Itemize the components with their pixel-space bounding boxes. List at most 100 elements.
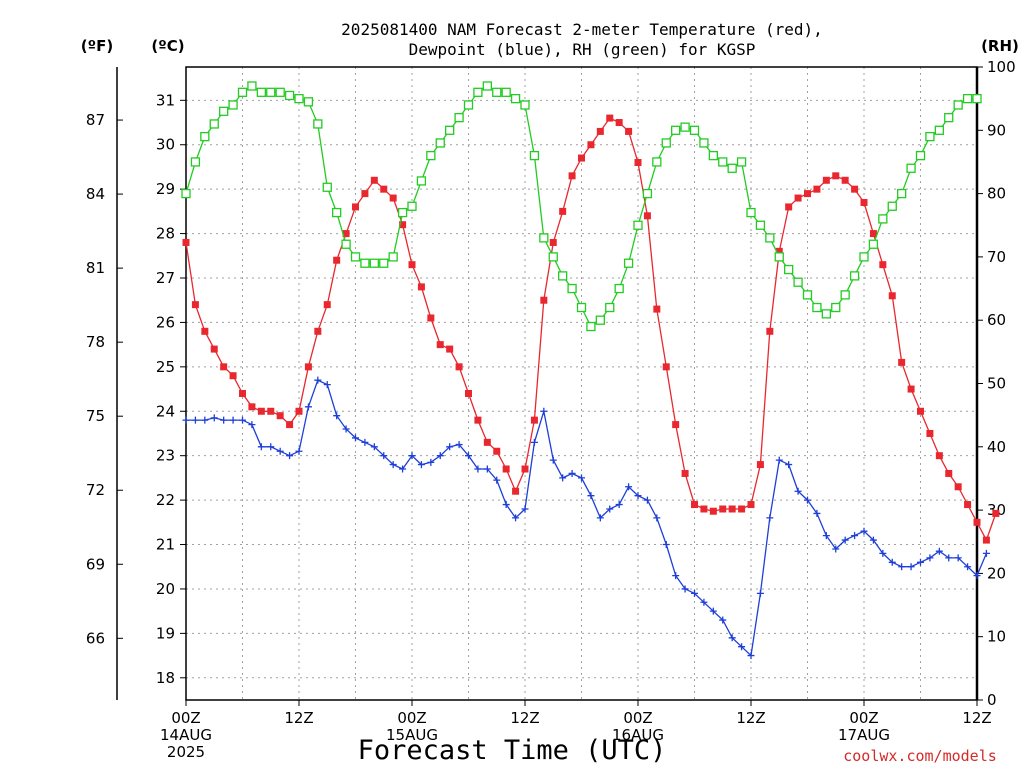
data-point: [360, 258, 370, 268]
rh-tick-label: 40: [987, 438, 1006, 456]
data-point: [756, 461, 764, 469]
data-point: [888, 292, 896, 300]
rh-tick-label: 10: [987, 628, 1006, 646]
data-point: [709, 507, 717, 515]
data-point: [643, 212, 651, 220]
rh-tick-label: 60: [987, 311, 1006, 329]
data-point: [257, 407, 265, 415]
data-point: [220, 363, 228, 371]
data-point: [436, 452, 444, 460]
fahrenheit-tick-label: 66: [86, 629, 105, 647]
series-rh: [181, 81, 982, 332]
data-point: [878, 214, 888, 224]
data-point: [389, 194, 397, 202]
data-point: [680, 122, 690, 132]
data-point: [417, 461, 425, 469]
data-point: [276, 412, 284, 420]
data-point: [756, 589, 764, 597]
celsius-unit-label: (ºC): [151, 37, 184, 55]
data-point: [416, 176, 427, 186]
data-point: [408, 452, 416, 460]
data-point: [237, 87, 248, 97]
data-point: [738, 643, 746, 651]
data-point: [964, 563, 972, 571]
data-point: [953, 100, 963, 110]
celsius-tick-label: 19: [156, 624, 175, 642]
data-point: [399, 465, 407, 473]
data-point: [201, 327, 209, 335]
celsius-tick-label: 30: [156, 136, 175, 154]
data-point: [417, 283, 425, 291]
data-point: [804, 496, 811, 504]
data-point: [520, 100, 530, 110]
data-point: [567, 283, 577, 294]
data-point: [548, 252, 558, 262]
data-point: [229, 372, 237, 380]
chart-subtitle: Dewpoint (blue), RH (green) for KGSP: [409, 40, 756, 59]
data-point: [879, 261, 887, 269]
data-point: [578, 154, 585, 162]
data-point: [728, 634, 736, 642]
data-point: [267, 407, 275, 415]
data-point: [399, 221, 407, 229]
data-point: [736, 157, 747, 167]
data-point: [333, 256, 341, 264]
time-tick-label: 12Z: [510, 709, 539, 727]
data-point: [219, 106, 229, 116]
data-point: [210, 345, 218, 353]
celsius-tick-label: 31: [156, 91, 175, 109]
data-point: [379, 258, 389, 268]
fahrenheit-tick-label: 84: [86, 185, 105, 203]
data-point: [689, 125, 700, 135]
data-point: [775, 456, 783, 464]
data-point: [182, 238, 190, 246]
celsius-tick-label: 27: [156, 269, 175, 287]
data-point: [482, 81, 492, 91]
data-point: [576, 302, 587, 313]
data-point: [634, 492, 642, 500]
fahrenheit-tick-label: 78: [86, 333, 105, 351]
data-point: [501, 87, 511, 97]
data-point: [493, 476, 501, 484]
data-point: [502, 465, 510, 473]
data-point: [539, 233, 549, 243]
data-point: [322, 182, 332, 192]
data-point: [643, 496, 651, 504]
data-point: [681, 469, 689, 477]
celsius-tick-label: 29: [156, 180, 175, 198]
data-point: [972, 94, 982, 104]
celsius-tick-label: 23: [156, 447, 175, 465]
data-point: [615, 119, 623, 127]
data-point: [510, 94, 521, 104]
data-point: [549, 238, 557, 246]
time-tick-label: 12Z: [284, 709, 313, 727]
data-point: [652, 157, 662, 167]
series-dewpoint: [182, 376, 990, 660]
data-point: [483, 438, 491, 446]
data-point: [672, 421, 680, 429]
time-tick-label: 14AUG: [160, 726, 212, 744]
data-point: [964, 501, 972, 509]
celsius-tick-label: 26: [156, 313, 175, 331]
data-point: [568, 172, 576, 180]
data-point: [898, 563, 906, 571]
time-tick-label: 00Z: [623, 709, 652, 727]
data-series: [181, 81, 1000, 660]
data-point: [304, 403, 312, 411]
data-point: [529, 150, 540, 161]
data-point: [859, 252, 869, 262]
data-point: [446, 345, 454, 353]
data-point: [700, 598, 708, 606]
data-point: [935, 547, 943, 555]
time-tick-label: 00Z: [171, 709, 200, 727]
data-point: [239, 416, 246, 424]
data-point: [841, 536, 849, 544]
data-point: [821, 309, 831, 319]
data-point: [587, 492, 595, 500]
data-point: [361, 438, 369, 446]
data-point: [435, 138, 445, 148]
data-point: [727, 163, 737, 173]
data-point: [849, 271, 860, 281]
